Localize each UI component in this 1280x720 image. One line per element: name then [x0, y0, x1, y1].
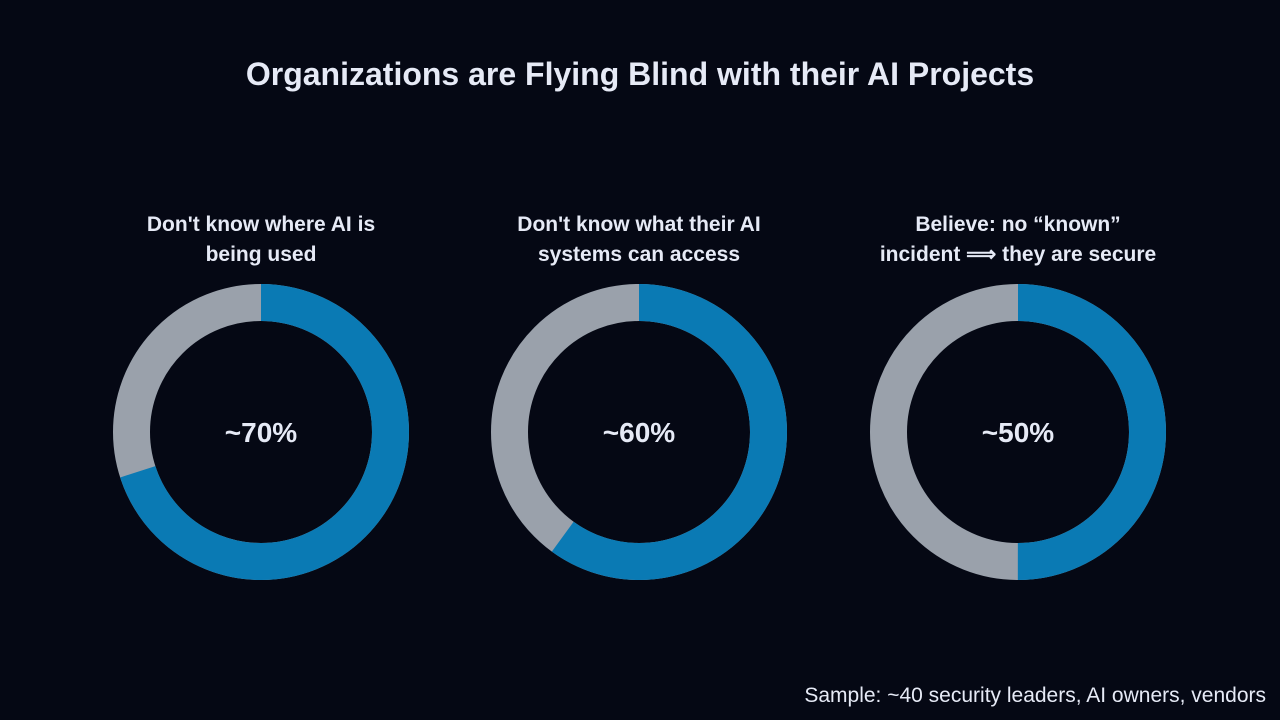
donut-center-label: ~50%	[982, 417, 1054, 448]
donut-chart-2: ~60%	[491, 284, 787, 580]
slide-title: Organizations are Flying Blind with thei…	[245, 56, 1035, 92]
donut-center-label: ~70%	[225, 417, 297, 448]
subtitle-line: systems can access	[538, 243, 740, 266]
donut-chart-1: ~70%	[113, 284, 409, 580]
chart-subtitle-1: Don't know where AI is being used	[101, 210, 421, 270]
chart-subtitle-3: Believe: no “known” incident ⟹ they are …	[858, 210, 1178, 270]
subtitle-line: incident ⟹ they are secure	[879, 243, 1157, 266]
donut-chart-3: ~50%	[870, 284, 1166, 580]
subtitle-line: Believe: no “known”	[915, 213, 1121, 236]
donut-value-slice	[113, 284, 409, 580]
chart-subtitle-2: Don't know what their AI systems can acc…	[479, 210, 799, 270]
subtitle-line: being used	[205, 243, 317, 266]
donut-value-slice	[491, 284, 787, 580]
subtitle-line: Don't know what their AI	[517, 213, 761, 236]
donut-value-slice	[870, 284, 1166, 580]
sample-footnote: Sample: ~40 security leaders, AI owners,…	[804, 684, 1266, 707]
donut-center-label: ~60%	[603, 417, 675, 448]
subtitle-line: Don't know where AI is	[146, 213, 376, 236]
